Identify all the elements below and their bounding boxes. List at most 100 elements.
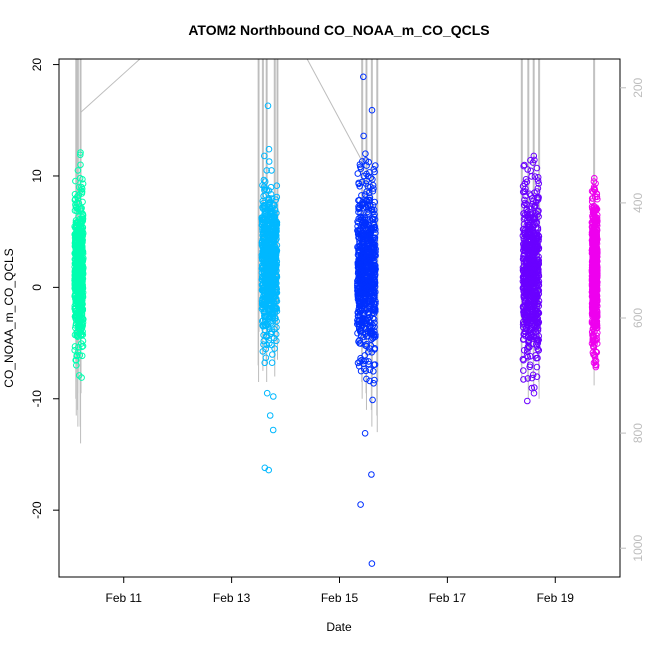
- data-point: [534, 279, 542, 287]
- data-point: [531, 218, 538, 225]
- data-point-outlier: [529, 159, 537, 166]
- data-point: [591, 311, 599, 318]
- chart-title: ATOM2 Northbound CO_NOAA_m_CO_QCLS: [188, 22, 489, 38]
- x-tick-label: Feb 15: [321, 591, 359, 605]
- y2-tick-label: 200: [631, 77, 645, 97]
- data-point: [535, 347, 542, 354]
- altitude-trace-layer: [75, 59, 596, 444]
- data-point: [521, 227, 529, 234]
- data-point-outlier: [591, 174, 598, 182]
- data-point: [269, 247, 277, 254]
- data-point: [520, 367, 527, 374]
- data-point: [262, 282, 269, 290]
- data-point: [526, 361, 534, 369]
- data-point-outlier: [368, 471, 375, 478]
- data-point: [589, 226, 596, 234]
- data-point: [74, 268, 81, 276]
- series-group: [354, 73, 379, 567]
- data-point: [365, 317, 373, 324]
- data-point: [266, 206, 274, 213]
- data-point: [261, 287, 269, 295]
- data-point: [72, 250, 79, 257]
- data-point: [356, 336, 363, 344]
- data-point-outlier: [263, 389, 271, 397]
- data-point: [259, 348, 267, 355]
- data-point: [364, 232, 372, 240]
- data-point: [77, 205, 84, 212]
- data-point: [520, 347, 528, 354]
- data-point: [364, 206, 372, 213]
- data-point: [535, 194, 542, 201]
- data-point: [273, 307, 281, 315]
- data-point: [267, 268, 275, 275]
- series-group: [71, 149, 87, 381]
- data-point: [362, 204, 370, 211]
- data-point: [593, 322, 601, 329]
- data-point: [589, 277, 597, 285]
- data-point: [73, 332, 80, 339]
- data-point: [261, 305, 269, 313]
- series-group: [258, 102, 281, 474]
- data-point: [372, 308, 379, 315]
- data-point: [354, 223, 361, 230]
- data-point: [526, 269, 533, 276]
- data-point: [358, 322, 366, 330]
- data-point: [368, 279, 376, 287]
- data-point-outlier: [366, 377, 374, 385]
- data-point: [357, 354, 364, 362]
- data-point: [523, 352, 531, 360]
- data-point: [272, 196, 280, 203]
- data-point: [521, 161, 528, 169]
- data-point: [358, 281, 365, 288]
- data-point: [261, 317, 269, 324]
- data-point: [519, 303, 527, 310]
- data-point: [73, 357, 80, 364]
- data-point: [524, 375, 532, 382]
- data-point-outlier: [590, 178, 598, 185]
- data-point: [365, 348, 372, 356]
- data-point: [531, 173, 539, 180]
- data-point: [590, 322, 598, 329]
- data-point: [370, 166, 378, 173]
- data-point: [272, 260, 280, 268]
- data-point-outlier: [360, 132, 367, 140]
- data-point: [72, 195, 79, 203]
- data-point: [367, 342, 375, 349]
- data-point: [73, 352, 81, 359]
- data-point: [358, 272, 366, 279]
- data-point: [266, 201, 273, 208]
- data-point: [528, 255, 536, 262]
- data-point-outlier: [530, 152, 538, 160]
- data-point: [589, 325, 597, 333]
- data-point-outlier: [265, 158, 273, 165]
- data-point: [355, 179, 362, 187]
- data-point: [533, 363, 541, 371]
- data-point: [528, 225, 536, 232]
- data-point: [77, 273, 84, 280]
- data-point-outlier: [357, 501, 364, 508]
- y-tick-label: -20: [30, 501, 44, 519]
- data-point: [76, 260, 83, 267]
- data-point: [589, 188, 597, 196]
- y2-tick-label: 800: [631, 423, 645, 443]
- data-point: [370, 185, 377, 192]
- data-point: [72, 308, 80, 315]
- data-point-outlier: [268, 167, 275, 174]
- data-point: [71, 347, 78, 354]
- data-point: [519, 355, 527, 363]
- data-point: [356, 227, 363, 234]
- data-point: [524, 270, 532, 277]
- data-point: [271, 345, 278, 352]
- data-point: [76, 220, 84, 227]
- data-point-outlier: [360, 73, 367, 81]
- data-point: [525, 344, 533, 351]
- data-point: [371, 376, 378, 384]
- data-point: [531, 239, 538, 246]
- data-point: [71, 343, 79, 350]
- data-point: [533, 188, 541, 195]
- data-point: [534, 208, 542, 215]
- data-point: [356, 183, 364, 190]
- y2-tick-label: 600: [631, 308, 645, 328]
- data-point: [533, 373, 541, 381]
- data-point: [533, 319, 541, 327]
